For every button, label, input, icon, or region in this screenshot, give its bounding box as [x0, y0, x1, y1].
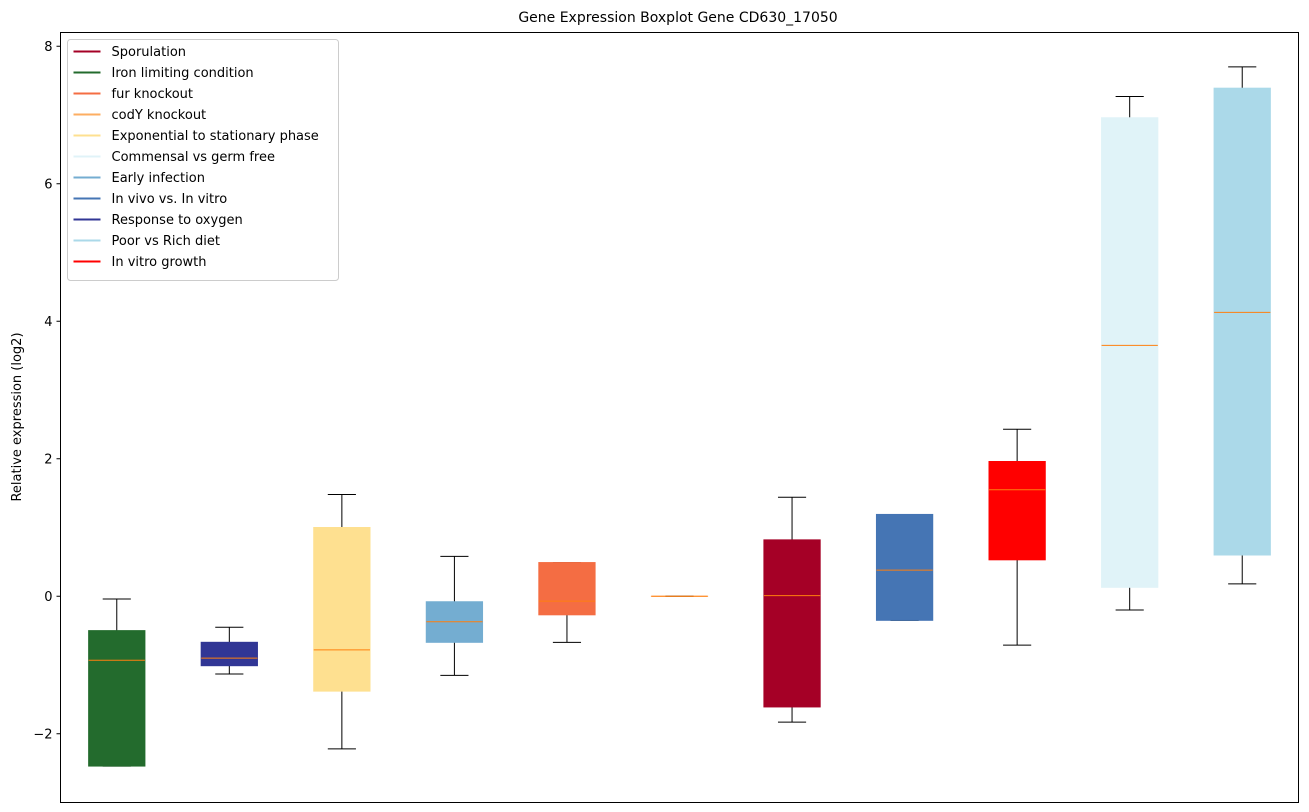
legend-box [67, 39, 339, 281]
chart-title: Gene Expression Boxplot Gene CD630_17050 [518, 10, 837, 26]
box-iqr [988, 461, 1046, 561]
box-iqr [538, 562, 596, 616]
y-tick-label: 8 [44, 40, 52, 55]
legend-label: fur knockout [112, 87, 194, 102]
box-group [1213, 66, 1271, 585]
box-iqr [1101, 117, 1159, 588]
box-iqr [875, 513, 934, 621]
legend-label: Sporulation [112, 45, 187, 60]
y-tick-label: 4 [44, 315, 52, 330]
y-tick-label: 6 [44, 177, 52, 192]
box-group [88, 598, 146, 767]
legend-entry: In vivo vs. In vitro [73, 192, 228, 207]
box-group [988, 428, 1046, 646]
legend-label: Iron limiting condition [112, 66, 254, 81]
legend-entry: Early infection [73, 171, 205, 186]
legend-entry: Exponential to stationary phase [73, 129, 319, 144]
legend-label: In vivo vs. In vitro [112, 192, 228, 207]
legend-entry: fur knockout [73, 87, 194, 102]
legend-label: Early infection [112, 171, 205, 186]
y-axis: −2 0 2 4 6 8 [33, 40, 61, 742]
legend-entry: Sporulation [73, 45, 187, 60]
legend-entry: codY knockout [73, 108, 207, 123]
box-iqr [1213, 87, 1271, 556]
legend-entry: Response to oxygen [73, 213, 243, 228]
box-group [538, 562, 596, 643]
legend: Sporulation Iron limiting condition fur kn… [67, 39, 339, 281]
box-group [425, 555, 484, 676]
y-tick-label: 2 [44, 452, 52, 467]
box-iqr [313, 527, 371, 692]
legend-label: Commensal vs germ free [112, 150, 275, 165]
legend-entry: In vitro growth [73, 255, 207, 270]
box-group [200, 626, 258, 675]
legend-label: Exponential to stationary phase [112, 129, 319, 144]
y-tick-label: −2 [33, 727, 52, 742]
legend-label: Response to oxygen [112, 213, 243, 228]
box-group [763, 496, 821, 723]
y-axis-label: Relative expression (log2) [10, 332, 25, 501]
box-group [875, 513, 934, 621]
legend-label: codY knockout [112, 108, 207, 123]
legend-entry: Poor vs Rich diet [73, 234, 220, 249]
boxes-layer [88, 66, 1271, 767]
box-group [1101, 95, 1159, 611]
legend-label: In vitro growth [112, 255, 207, 270]
box-iqr [763, 539, 821, 708]
box-group [313, 494, 371, 750]
plot-frame [60, 32, 1299, 803]
box-iqr [88, 630, 146, 767]
legend-label: Poor vs Rich diet [112, 234, 220, 249]
legend-entry: Commensal vs germ free [73, 150, 275, 165]
box-iqr [200, 641, 258, 667]
legend-entry: Iron limiting condition [73, 66, 254, 81]
y-tick-label: 0 [44, 590, 52, 605]
